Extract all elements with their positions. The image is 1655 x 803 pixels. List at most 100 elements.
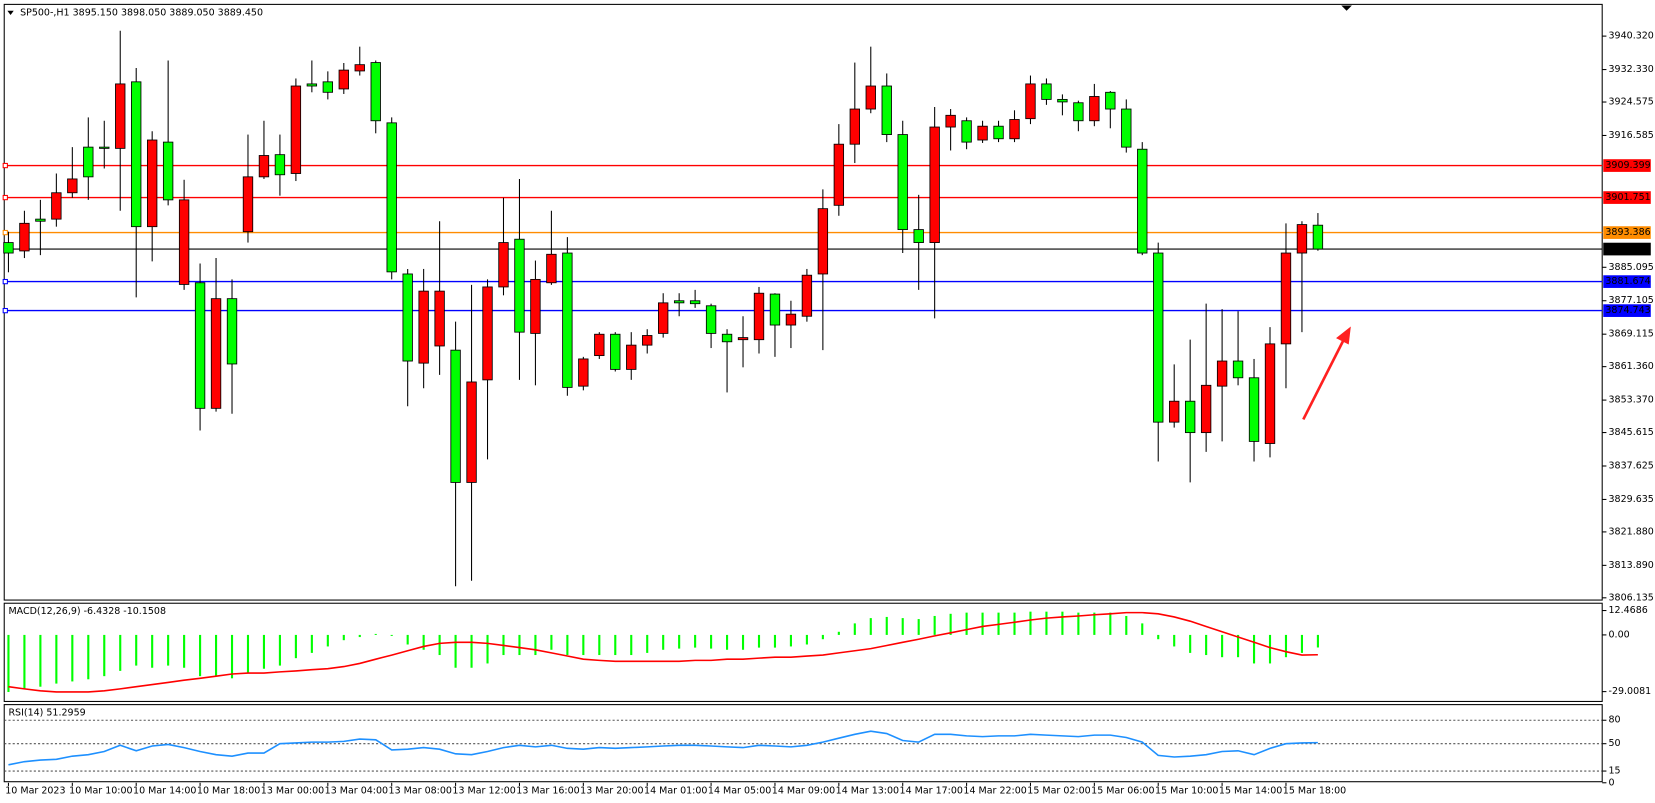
histogram-bar	[582, 634, 585, 656]
candle-body	[3, 242, 14, 254]
histogram-bar	[901, 618, 904, 635]
histogram-bar	[278, 634, 281, 666]
histogram-bar	[119, 634, 122, 671]
candle-body	[945, 114, 956, 128]
menu-arrow[interactable]	[7, 10, 14, 15]
histogram-bar	[1300, 634, 1304, 653]
y-tick-label: 3861.360	[1609, 361, 1654, 372]
histogram-bar	[342, 634, 345, 641]
candle-body	[434, 290, 445, 347]
candle-body	[658, 302, 669, 334]
y-tick-label: 3940.320	[1609, 31, 1654, 42]
candle-body	[753, 292, 765, 341]
histogram-bar	[358, 634, 361, 638]
histogram-bar	[151, 634, 154, 668]
candle-body	[1153, 252, 1164, 423]
candle-body	[977, 125, 988, 141]
candle-body	[450, 349, 461, 483]
y-tick-label: 3877.105	[1609, 295, 1654, 306]
candle-body	[897, 134, 908, 231]
candle-body	[610, 333, 621, 370]
histogram-bar	[87, 634, 90, 680]
histogram-bar	[454, 634, 457, 668]
rsi-title: RSI(14) 51.2959	[8, 708, 85, 719]
histogram-bar	[821, 634, 824, 640]
candle-body	[370, 62, 381, 122]
histogram-bar	[933, 615, 936, 635]
indicator-line	[8, 611, 1318, 693]
histogram-bar	[1268, 634, 1272, 664]
histogram-bar	[310, 634, 313, 653]
histogram-bar	[566, 634, 569, 656]
histogram-bar	[183, 634, 186, 668]
candle-body	[578, 358, 589, 387]
x-tick-label: 10 Mar 18:00	[197, 786, 260, 797]
histogram-bar	[55, 634, 58, 684]
level-label: 3881.674	[1605, 276, 1650, 287]
y-tick-label: 3853.370	[1609, 395, 1654, 406]
histogram-bar	[23, 634, 26, 689]
x-tick-label: 15 Mar 02:00	[1027, 786, 1090, 797]
candle-body	[642, 335, 653, 346]
histogram-bar	[374, 633, 377, 635]
histogram-bar	[1029, 611, 1032, 635]
histogram-bar	[694, 634, 697, 648]
histogram-bar	[630, 634, 633, 656]
y-tick-label: 15	[1609, 766, 1621, 777]
candle-body	[1200, 384, 1212, 434]
candle-body	[210, 298, 222, 409]
level-label: 3909.399	[1605, 160, 1650, 171]
histogram-bar	[167, 634, 170, 666]
histogram-bar	[518, 634, 521, 656]
candle-body	[178, 199, 190, 285]
candle-body	[705, 305, 717, 334]
candle-body	[514, 238, 525, 333]
x-tick-label: 14 Mar 13:00	[836, 786, 899, 797]
candle-body	[67, 178, 78, 194]
histogram-bar	[885, 616, 888, 635]
level-label-box	[1603, 275, 1651, 288]
histogram-bar	[1284, 634, 1288, 658]
histogram-bar	[71, 634, 74, 682]
x-tick-label: 13 Mar 12:00	[452, 786, 515, 797]
candle-body	[530, 278, 541, 334]
y-tick-label: 3932.330	[1609, 64, 1654, 75]
histogram-bar	[135, 634, 138, 666]
candle-body	[689, 300, 701, 305]
shift-marker	[1341, 5, 1352, 11]
histogram-bar	[1093, 612, 1096, 635]
histogram-bar	[550, 634, 553, 650]
histogram-bar	[262, 634, 266, 669]
histogram-bar	[1109, 612, 1112, 635]
histogram-bar	[869, 618, 872, 635]
candle-body	[993, 125, 1004, 140]
y-tick-label: 3813.890	[1609, 560, 1654, 571]
x-tick-label: 14 Mar 22:00	[963, 786, 1026, 797]
chart-title: SP500-,H1 3895.150 3898.050 3889.050 388…	[20, 7, 263, 18]
x-tick-label: 15 Mar 14:00	[1219, 786, 1282, 797]
y-tick-label: -29.0081	[1609, 686, 1652, 697]
y-tick-label: 3821.880	[1609, 526, 1654, 537]
candle-body	[115, 83, 126, 149]
macd-title: MACD(12,26,9) -6.4328 -10.1508	[8, 606, 166, 617]
candle-body	[817, 208, 829, 275]
candle-body	[146, 139, 158, 228]
x-tick-label: 10 Mar 2023	[5, 786, 65, 797]
histogram-bar	[438, 634, 441, 656]
candle-body	[881, 85, 892, 135]
x-tick-label: 13 Mar 08:00	[389, 786, 452, 797]
candle-body	[1057, 98, 1068, 103]
histogram-bar	[805, 634, 808, 645]
histogram-bar	[598, 634, 601, 656]
histogram-bar	[422, 634, 425, 650]
histogram-bar	[710, 634, 713, 649]
histogram-bar	[103, 634, 106, 677]
y-tick-label: 3924.575	[1609, 97, 1654, 108]
histogram-bar	[917, 619, 920, 635]
candle-body	[162, 141, 174, 201]
histogram-bar	[294, 634, 297, 659]
last-price-box	[1603, 242, 1651, 256]
y-tick-label: 3837.625	[1609, 460, 1654, 471]
